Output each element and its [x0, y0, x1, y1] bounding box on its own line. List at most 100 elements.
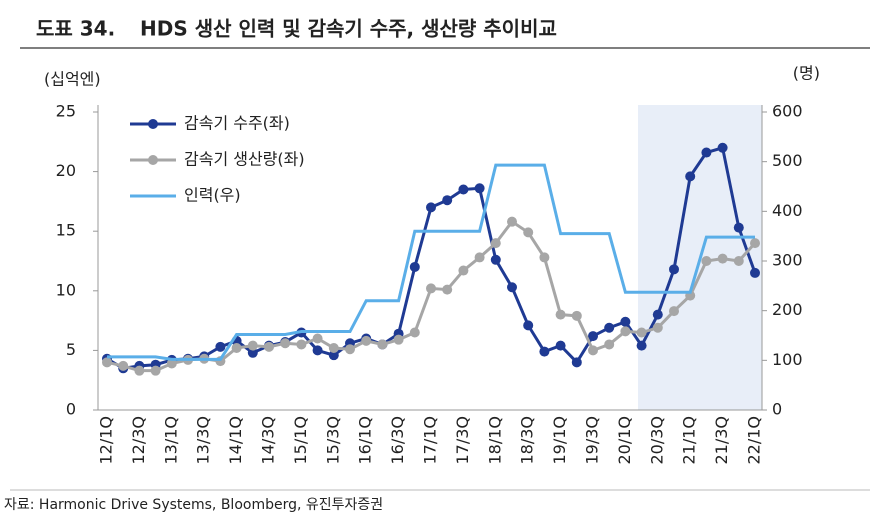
data-point [750, 238, 760, 249]
x-tick-label: 14/3Q [259, 416, 278, 465]
series-line [107, 163, 755, 361]
x-tick-label: 17/3Q [453, 416, 472, 465]
data-point [555, 340, 566, 351]
data-point [474, 252, 485, 263]
data-point [312, 345, 323, 356]
x-tick-label: 18/1Q [485, 416, 504, 465]
data-point [102, 357, 112, 368]
data-point [328, 350, 339, 361]
x-tick-label: 16/1Q [356, 416, 375, 465]
y2-tick-label: 500 [772, 151, 803, 170]
data-point [669, 264, 679, 275]
data-point [166, 358, 177, 369]
legend-label: 감속기 생산량(좌) [184, 150, 305, 169]
legend-label: 인력(우) [184, 186, 241, 205]
y2-tick-label: 100 [772, 350, 803, 369]
data-point [345, 344, 355, 355]
legend-marker [148, 155, 158, 165]
data-point [636, 327, 647, 338]
data-point [507, 216, 517, 227]
x-tick-label: 15/3Q [323, 416, 342, 465]
data-point [652, 322, 663, 333]
y2-axis-label: (명) [793, 64, 820, 83]
data-point [458, 184, 469, 195]
x-tick-label: 18/3Q [518, 416, 537, 465]
x-tick-label: 13/3Q [194, 416, 213, 465]
data-point [118, 360, 129, 371]
data-point [442, 284, 453, 295]
x-tick-label: 20/3Q [647, 416, 666, 465]
x-tick-label: 16/3Q [388, 416, 407, 465]
legend-label: 감속기 수주(좌) [184, 114, 290, 133]
data-point [426, 202, 436, 213]
x-tick-label: 20/1Q [615, 416, 634, 465]
data-point [685, 171, 696, 182]
y-tick-label: 15 [56, 221, 76, 240]
x-tick-label: 19/3Q [583, 416, 602, 465]
y-tick-label: 5 [66, 340, 76, 359]
data-point [280, 338, 291, 349]
data-point [490, 254, 501, 265]
data-point [474, 183, 485, 194]
data-point [150, 365, 161, 376]
y-tick-label: 0 [66, 400, 76, 419]
data-point [426, 283, 436, 294]
data-point [604, 322, 615, 333]
data-point [701, 256, 712, 266]
y-tick-label: 20 [56, 161, 76, 180]
y-axis-label: (십억엔) [44, 70, 101, 89]
x-tick-label: 22/1Q [745, 416, 764, 465]
data-point [523, 320, 534, 331]
data-point [620, 326, 631, 337]
y2-tick-label: 0 [772, 400, 782, 419]
data-point [523, 227, 534, 238]
data-point [296, 339, 307, 350]
data-point [134, 365, 145, 376]
data-point [604, 339, 615, 350]
data-point [442, 195, 453, 206]
data-point [717, 142, 728, 153]
y-tick-label: 10 [56, 280, 76, 299]
y2-tick-label: 300 [772, 251, 803, 270]
data-point [458, 265, 469, 276]
y2-tick-label: 400 [772, 201, 803, 220]
data-point [571, 310, 582, 321]
data-point [539, 252, 550, 263]
data-point [588, 331, 598, 342]
data-point [555, 309, 566, 320]
data-point [409, 327, 420, 338]
data-point [215, 341, 226, 352]
data-point [588, 345, 598, 356]
legend-marker [148, 119, 158, 129]
data-point [247, 340, 258, 351]
data-point [733, 222, 744, 233]
figure-label: 도표 34. [36, 17, 115, 41]
data-point [393, 334, 404, 345]
x-tick-label: 21/1Q [680, 416, 699, 465]
x-tick-label: 13/1Q [161, 416, 180, 465]
data-point [669, 306, 679, 317]
data-point [247, 347, 258, 358]
y2-tick-label: 600 [772, 102, 803, 121]
data-point [539, 346, 550, 357]
data-point [312, 333, 323, 344]
data-point [377, 339, 388, 350]
x-tick-label: 19/1Q [550, 416, 569, 465]
x-tick-label: 12/1Q [97, 416, 116, 465]
data-point [507, 282, 517, 293]
data-point [636, 340, 647, 351]
x-tick-label: 15/1Q [291, 416, 310, 465]
data-point [490, 238, 501, 249]
data-point [701, 147, 712, 158]
x-tick-label: 12/3Q [129, 416, 148, 465]
data-point [620, 316, 631, 327]
x-tick-label: 21/3Q [712, 416, 731, 465]
chart-title: HDS 생산 인력 및 감속기 수주, 생산량 추이비교 [140, 17, 557, 41]
data-point [571, 357, 582, 368]
y2-tick-label: 200 [772, 300, 803, 319]
data-point [750, 267, 760, 278]
source: 자료: Harmonic Drive Systems, Bloomberg, 유… [4, 497, 383, 513]
x-tick-label: 14/1Q [226, 416, 245, 465]
